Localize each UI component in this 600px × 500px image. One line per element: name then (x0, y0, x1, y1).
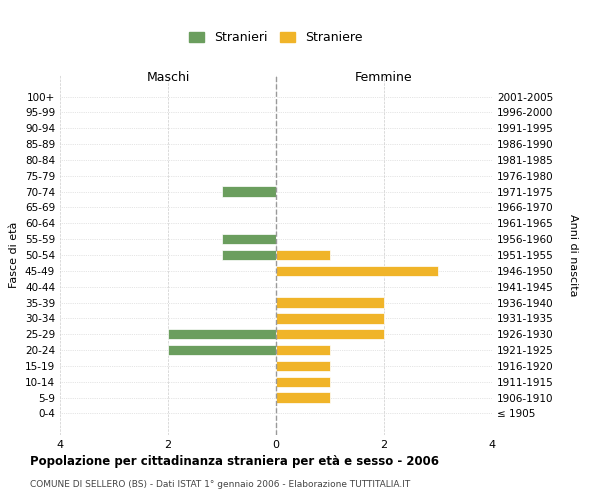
Bar (276, 361, 330, 371)
Bar (168, 345, 276, 355)
Bar (276, 250, 330, 260)
Text: Maschi: Maschi (146, 71, 190, 84)
Bar (276, 266, 438, 276)
Bar (168, 329, 276, 340)
Bar (276, 345, 330, 355)
Bar (276, 313, 384, 324)
Y-axis label: Anni di nascita: Anni di nascita (568, 214, 577, 296)
Bar (276, 376, 330, 387)
Bar (222, 186, 276, 197)
Bar (276, 298, 384, 308)
Text: Popolazione per cittadinanza straniera per età e sesso - 2006: Popolazione per cittadinanza straniera p… (30, 455, 439, 468)
Text: Femmine: Femmine (355, 71, 413, 84)
Bar (276, 392, 330, 403)
Legend: Stranieri, Straniere: Stranieri, Straniere (185, 28, 367, 48)
Text: COMUNE DI SELLERO (BS) - Dati ISTAT 1° gennaio 2006 - Elaborazione TUTTITALIA.IT: COMUNE DI SELLERO (BS) - Dati ISTAT 1° g… (30, 480, 410, 489)
Y-axis label: Fasce di età: Fasce di età (10, 222, 19, 288)
Bar (222, 234, 276, 244)
Bar (276, 329, 384, 340)
Bar (222, 250, 276, 260)
